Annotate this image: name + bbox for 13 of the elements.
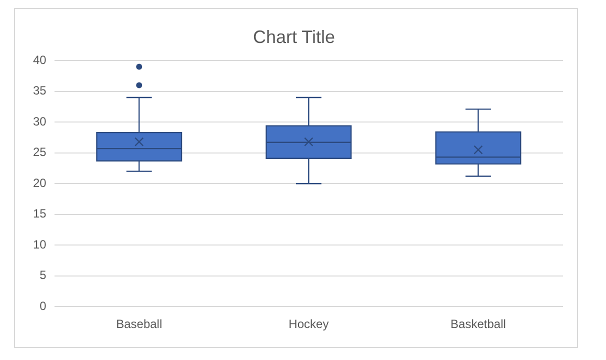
chart-title: Chart Title	[252, 26, 336, 47]
y-tick-label: 25	[32, 145, 47, 160]
y-tick-label: 0	[40, 298, 47, 313]
y-tick-label: 40	[32, 52, 47, 67]
x-tick-label: Basketball	[450, 317, 506, 332]
y-tick-label: 5	[40, 268, 47, 282]
y-tick-label: 15	[32, 206, 47, 221]
y-tick-label: 20	[32, 176, 47, 190]
x-tick-label: Hockey	[288, 317, 329, 332]
y-tick-label: 10	[32, 237, 47, 252]
y-tick-label: 35	[32, 84, 47, 98]
y-tick-label: 30	[32, 114, 47, 128]
x-tick-label: Baseball	[116, 317, 162, 332]
